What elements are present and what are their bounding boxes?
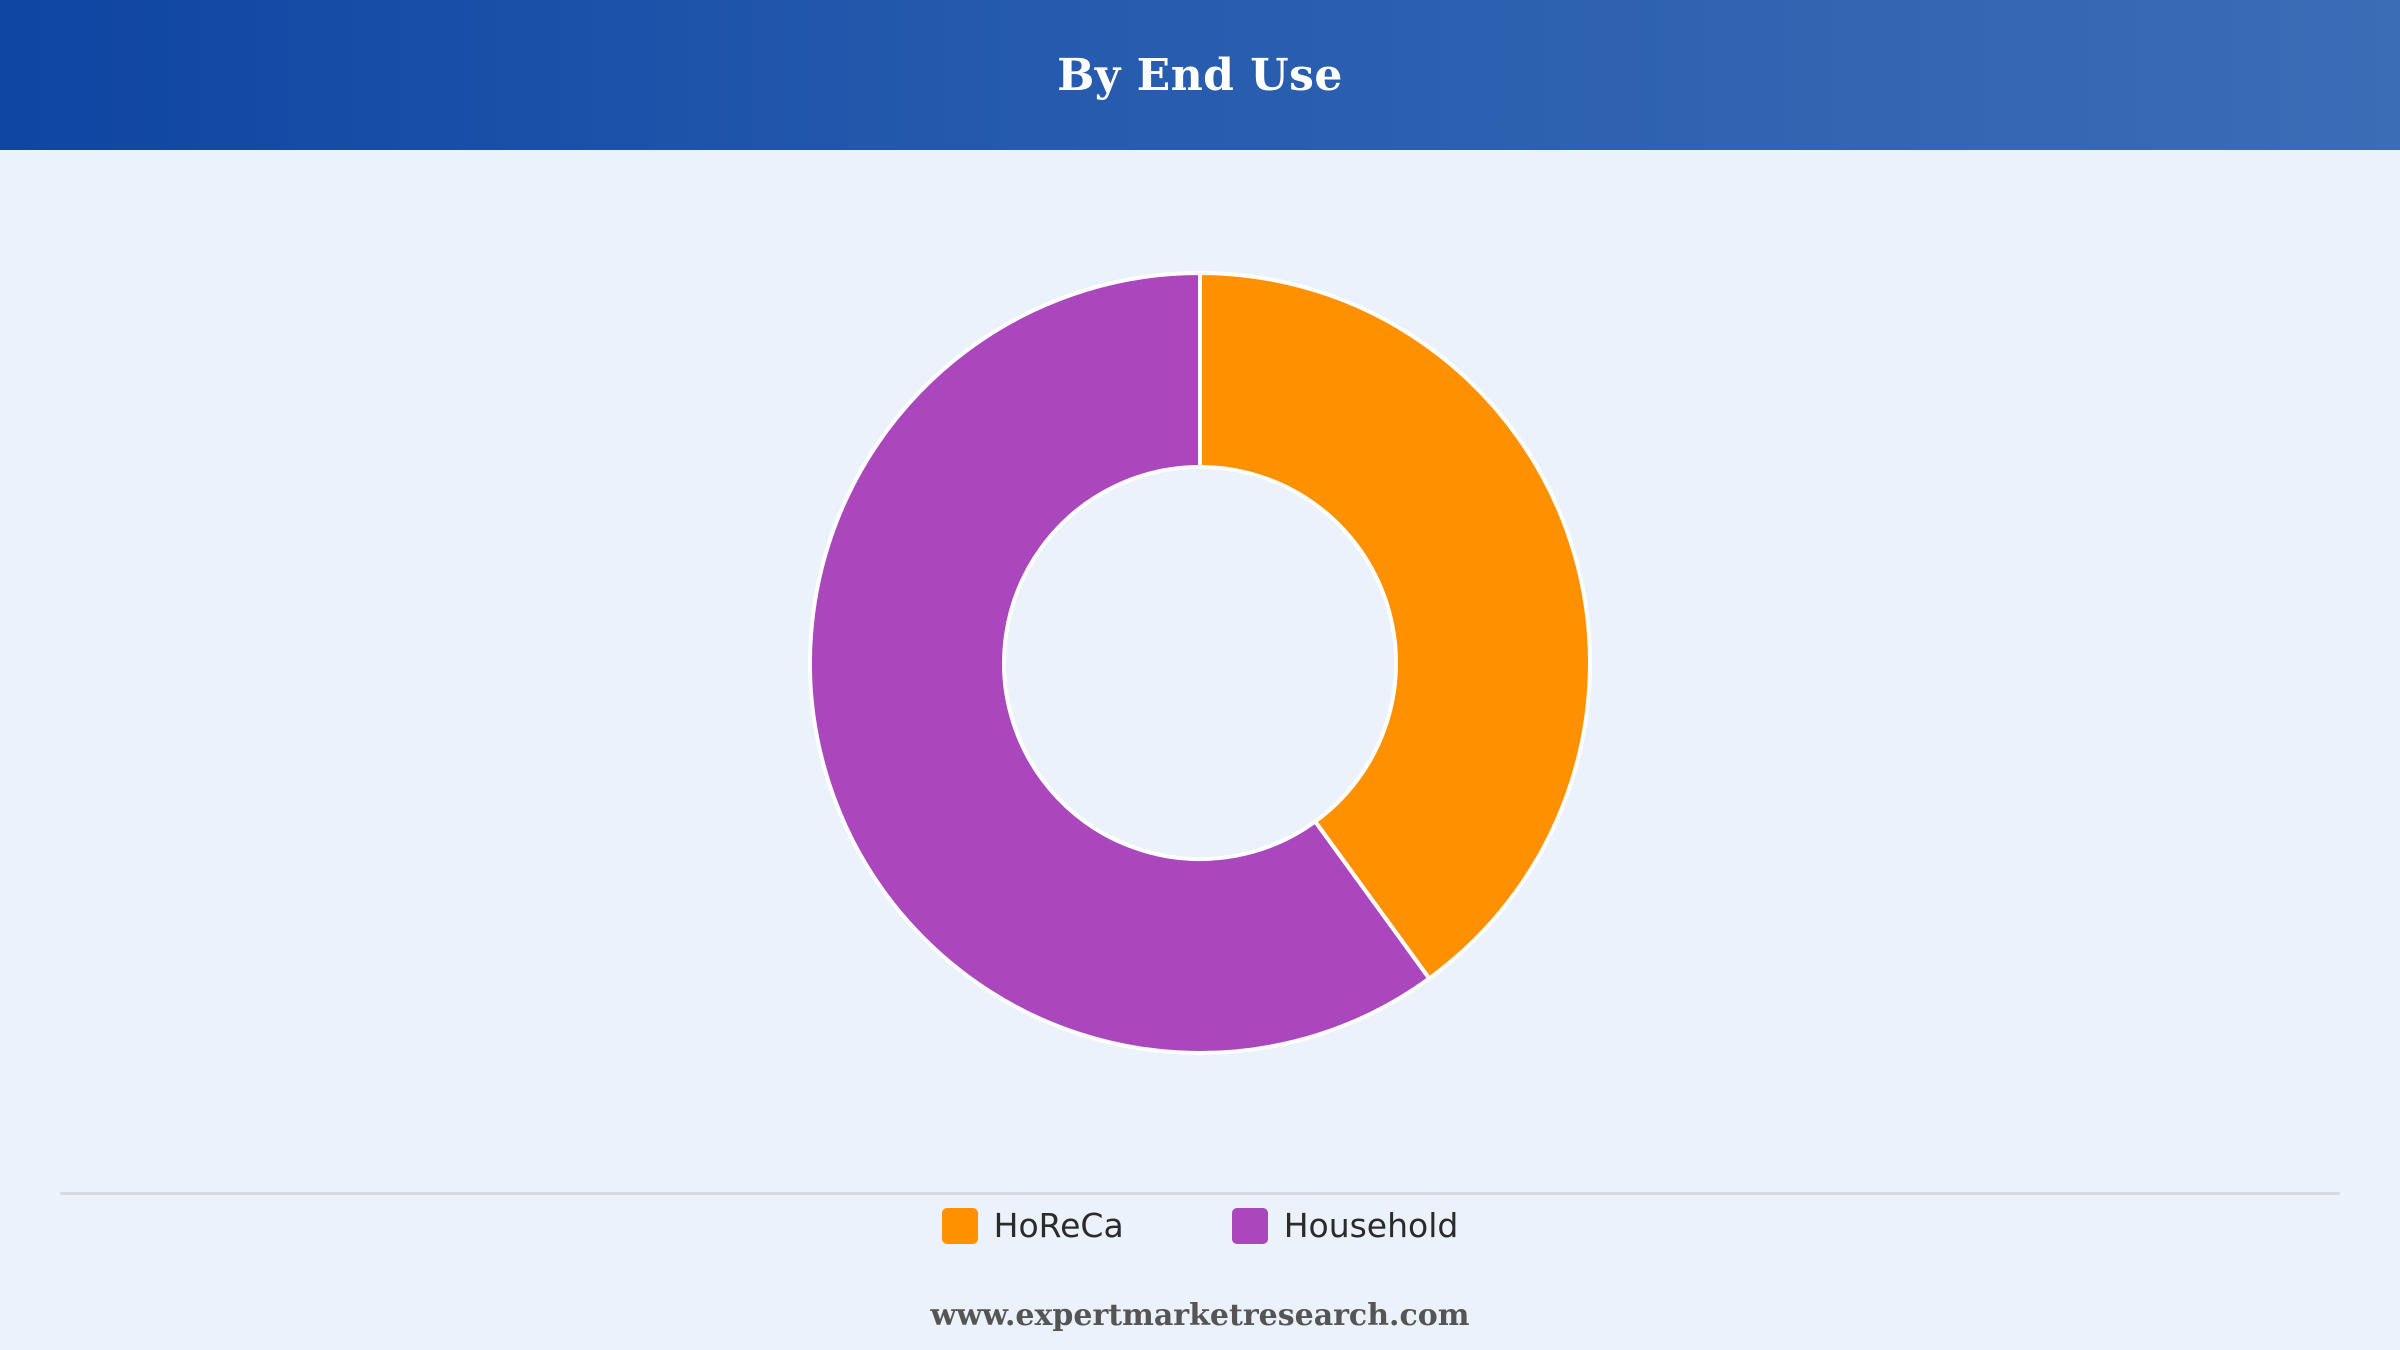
legend-label-horeca: HoReCa [993, 1206, 1124, 1245]
donut-slice-household[interactable] [808, 271, 1432, 1055]
chart-legend: HoReCa Household [0, 1206, 2400, 1245]
legend-swatch-horeca [941, 1207, 978, 1244]
chart-title: By End Use [1057, 49, 1343, 101]
header-banner: By End Use [0, 0, 2400, 150]
source-footer: www.expertmarketresearch.com [930, 1298, 1470, 1333]
legend-item-horeca[interactable]: HoReCa [941, 1206, 1124, 1245]
chart-area [0, 150, 2400, 1190]
donut-slice-horeca[interactable] [1198, 271, 1592, 981]
legend-item-household[interactable]: Household [1231, 1206, 1459, 1245]
donut-chart [808, 271, 1592, 1055]
legend-swatch-household [1231, 1207, 1268, 1244]
legend-label-household: Household [1283, 1206, 1459, 1245]
legend-divider [60, 1192, 2340, 1195]
